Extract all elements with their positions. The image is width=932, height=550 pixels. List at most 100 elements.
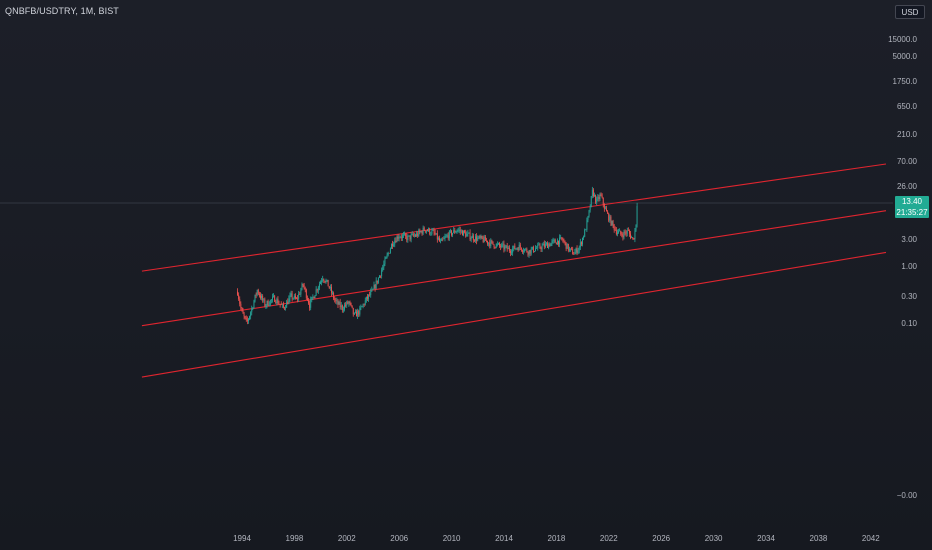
candle-body [602,197,604,205]
y-tick-label: 1.00 [901,262,917,271]
symbol-title: QNBFB/USDTRY, 1M, BIST [5,6,119,16]
y-tick-label: 26.00 [897,182,918,191]
channel-line-1[interactable] [141,163,887,272]
candle-body [251,308,253,313]
candle-body [371,289,373,292]
candle-body [499,243,500,246]
candle-body [258,293,260,296]
candle-body [461,230,463,236]
candle-body [471,235,473,239]
x-tick-label: 1994 [233,534,251,543]
candle-body [304,287,306,290]
x-tick-label: 2034 [757,534,775,543]
x-tick-label: 2018 [548,534,566,543]
candle-body [455,231,457,233]
candle-body [238,294,240,300]
candle-body [514,245,516,250]
candle-body [305,289,307,298]
candle-body [541,245,543,250]
candle-body [288,298,290,305]
candle-body [636,205,638,225]
candle-body [243,313,245,317]
candle-body [328,286,330,289]
candle-body [570,248,571,250]
candle-body [475,236,476,241]
candle-body [350,302,352,306]
candle-body [629,230,630,234]
candle-body [255,294,257,296]
candle-body [296,298,297,300]
candle-body [487,240,488,244]
candle-body [612,220,614,225]
candle-body [609,216,611,221]
candle-body [599,194,601,200]
candle-body [576,248,578,253]
y-tick-label: −0.00 [897,491,918,500]
candle-body [254,294,256,302]
candle-body [614,229,616,231]
candle-body [320,281,321,284]
candle-body [268,304,270,306]
candle-body [416,233,418,237]
candle-body [473,240,475,241]
candle-body [516,248,518,250]
candle-body [580,242,582,245]
candle-body [372,289,374,290]
candle-body [635,224,637,231]
candle-body [361,306,363,307]
candle-body [494,247,496,248]
candle-body [456,230,458,232]
candle-body [484,236,486,241]
time-axis: 1994 1998 2002 2006 2010 2014 2018 2022 2026 2030… [233,534,880,543]
candle-body [579,242,581,247]
candle-body [398,237,400,239]
candle-body [528,250,530,255]
candle-body [556,240,558,245]
candle-body [562,239,564,241]
candle-body [317,287,319,291]
candle-body [508,247,510,251]
candle-body [603,204,605,209]
candle-body [249,316,251,320]
candle-body [290,293,292,296]
candle-body [532,246,534,252]
candle-body [309,303,311,308]
candle-body [500,245,502,248]
x-tick-label: 2006 [390,534,408,543]
candle-body [549,244,551,247]
candle-body [322,279,324,281]
candle-body [282,304,284,308]
candle-body [256,290,258,295]
candle-body [552,240,554,242]
candle-body [564,241,566,243]
candle-body [333,292,335,299]
candle-body [530,249,532,254]
candle-body [588,210,590,217]
candle-body [591,189,593,197]
candle-body [585,229,587,231]
candle-body [531,246,533,250]
candle-body [262,295,264,301]
candle-body [303,284,305,288]
candle-body [468,232,470,234]
candle-body [362,304,364,307]
candle-body [420,231,422,233]
candle-body [279,304,281,305]
channel-line-3[interactable] [141,251,887,378]
candle-body [554,239,556,243]
candle-body [630,233,631,238]
candle-body [551,241,553,244]
candle-body [465,232,467,237]
y-tick-label: 650.0 [897,102,918,111]
candle-body [364,300,366,305]
candle-body [560,237,562,238]
candle-body [625,232,627,234]
candle-body [613,224,615,230]
currency-button[interactable]: USD [895,5,925,19]
candle-body [546,243,547,244]
candle-body [386,254,388,258]
candle-body [412,234,414,236]
candle-body [536,248,538,249]
candle-body [281,304,283,305]
